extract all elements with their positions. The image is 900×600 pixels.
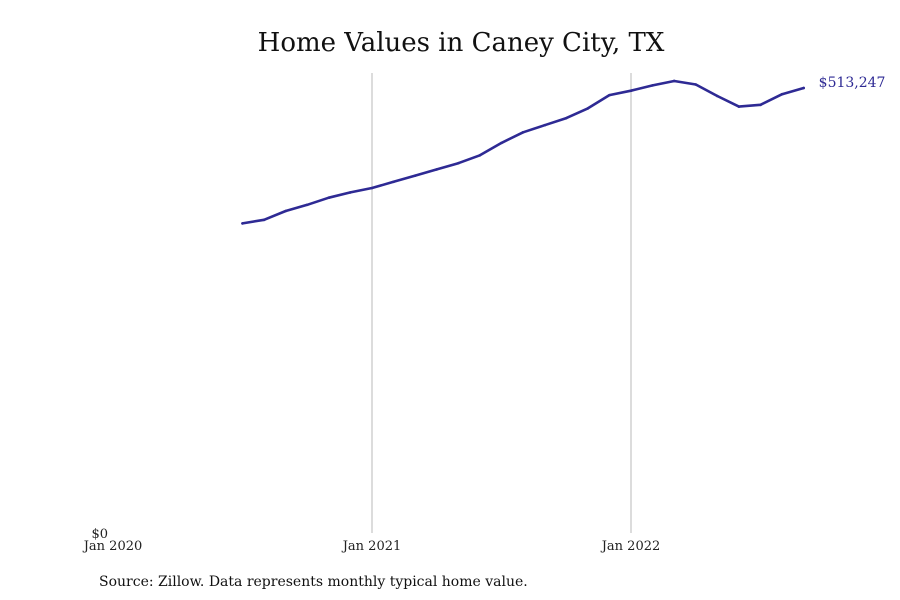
data-point bbox=[478, 153, 482, 157]
data-point bbox=[694, 83, 698, 86]
series-layer: $513,247 bbox=[241, 75, 885, 225]
data-point bbox=[608, 93, 611, 97]
data-point bbox=[262, 218, 266, 222]
data-point bbox=[586, 107, 590, 110]
x-tick-label: Jan 2022 bbox=[600, 539, 661, 554]
data-point bbox=[521, 130, 525, 134]
series-end-label: $513,247 bbox=[819, 75, 886, 91]
data-point bbox=[241, 222, 244, 225]
data-point bbox=[564, 116, 568, 120]
data-point bbox=[716, 94, 719, 98]
data-point bbox=[284, 209, 287, 213]
series-line bbox=[241, 79, 806, 225]
data-point bbox=[500, 141, 503, 145]
data-point bbox=[370, 186, 374, 190]
x-tick-label: Jan 2020 bbox=[82, 539, 143, 554]
data-point bbox=[651, 84, 654, 87]
data-point bbox=[737, 105, 741, 108]
data-point bbox=[780, 92, 784, 96]
data-point bbox=[759, 103, 762, 107]
axis-layer: Jan 2020 Jan 2021 Jan 2022 $0 bbox=[82, 527, 661, 554]
data-point bbox=[349, 191, 352, 194]
data-point bbox=[629, 89, 633, 92]
grid-layer bbox=[371, 73, 632, 533]
data-point bbox=[457, 161, 460, 165]
x-tick-label: Jan 2021 bbox=[341, 539, 402, 554]
data-point bbox=[305, 203, 309, 207]
y-tick-label: $0 bbox=[91, 527, 108, 542]
data-point bbox=[413, 174, 417, 177]
data-point bbox=[435, 168, 439, 171]
data-point bbox=[543, 123, 546, 127]
chart-title: Home Values in Caney City, TX bbox=[258, 28, 665, 58]
source-note: Source: Zillow. Data represents monthly … bbox=[99, 574, 528, 590]
data-point bbox=[327, 196, 331, 200]
data-point bbox=[672, 79, 676, 83]
data-point bbox=[802, 86, 805, 90]
data-point bbox=[392, 180, 395, 184]
